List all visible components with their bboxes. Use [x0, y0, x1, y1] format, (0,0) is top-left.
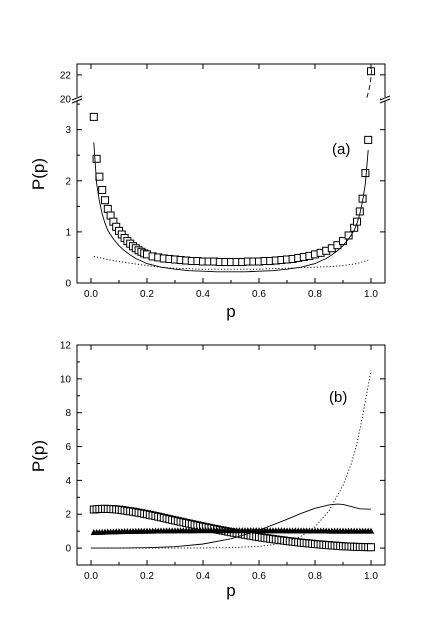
panel-b-ytick-label: 0: [65, 544, 71, 555]
panel-a-square-point: [95, 172, 104, 181]
panel-b: 0.0 0.2 0.4 0.6 0.8 1.0 0 2 4 6 8 10 12 (b) p P(p): [29, 341, 386, 600]
panel-a-xlabel: p: [226, 302, 235, 321]
panel-b-ytick-label: 4: [65, 476, 71, 487]
panel-b-solid-curve: [91, 503, 372, 549]
panel-b-ytick-label: 2: [65, 510, 71, 521]
panel-a-square-point: [103, 204, 112, 213]
panel-b-dotted-curve: [91, 370, 372, 549]
panel-a-ytick-upper-label: 22: [60, 70, 72, 81]
panel-a-square-point: [89, 112, 98, 121]
panel-a-ytick-upper-label: 20: [60, 95, 72, 106]
panel-a-ytick-label: 1: [65, 227, 71, 238]
panel-a-dashed-curve: [366, 67, 373, 98]
panel-b-axes: 0.0 0.2 0.4 0.6 0.8 1.0 0 2 4 6 8 10 12: [60, 341, 385, 582]
axis-break-gap: [73, 97, 81, 101]
panel-a-square-point: [92, 154, 101, 163]
axis-break-mark: [379, 95, 391, 101]
panel-b-xtick-label: 0.0: [84, 571, 98, 582]
panel-b-series: [89, 370, 375, 552]
panel-a-frame: [76, 63, 386, 284]
panel-a-xtick-label: 1.0: [364, 289, 378, 300]
panel-a-ytick-label: 3: [65, 125, 71, 136]
panel-a-dotted-curve: [93, 255, 369, 270]
panel-b-label: (b): [329, 389, 347, 406]
panel-b-xtick-label: 1.0: [364, 571, 378, 582]
panel-a-square-point: [101, 196, 109, 205]
panel-a-xtick-label: 0.8: [308, 289, 322, 300]
panel-a-solid-curve: [93, 142, 369, 273]
panel-a-axes: 0.0 0.2 0.4 0.6 0.8 1.0 0 1 2 3 20 22: [60, 64, 391, 300]
panel-b-ytick-label: 8: [65, 408, 71, 419]
panel-a-square-point: [333, 241, 342, 250]
panel-b-xtick-label: 0.8: [308, 571, 322, 582]
panel-a-square-point: [98, 185, 107, 194]
panel-a-ytick-label: 0: [65, 279, 71, 290]
panel-a-xtick-label: 0.2: [140, 289, 154, 300]
panel-a-square-point: [364, 135, 373, 144]
axis-break-mark: [379, 98, 391, 104]
panel-a-xtick-label: 0.6: [252, 289, 266, 300]
panel-b-xtick-label: 0.2: [140, 571, 154, 582]
panel-a-square-point: [361, 169, 370, 178]
axis-break-gap: [381, 97, 389, 101]
panel-b-ylabel: P(p): [29, 440, 48, 472]
panel-b-square-point: [367, 543, 375, 552]
panel-a-series: [89, 67, 375, 273]
panel-b-xtick-label: 0.4: [196, 571, 210, 582]
panel-a-label: (a): [332, 141, 350, 158]
panel-a-ylabel: P(p): [29, 158, 48, 190]
panel-a-xtick-label: 0.0: [84, 289, 98, 300]
panel-b-ytick-label: 12: [60, 341, 72, 352]
panel-b-ytick-label: 6: [65, 442, 71, 453]
panel-a-xtick-label: 0.4: [196, 289, 210, 300]
panel-b-ytick-label: 10: [60, 374, 72, 385]
panel-b-xtick-label: 0.6: [252, 571, 266, 582]
panel-a: 0.0 0.2 0.4 0.6 0.8 1.0 0 1 2 3 20 22 (a) p P(p): [29, 63, 391, 321]
axis-break-mark: [71, 95, 83, 101]
axis-break-mark: [71, 98, 83, 104]
panel-b-xlabel: p: [226, 581, 235, 600]
panel-b-triangle-point: [367, 527, 375, 534]
panel-a-ytick-label: 2: [65, 176, 71, 187]
